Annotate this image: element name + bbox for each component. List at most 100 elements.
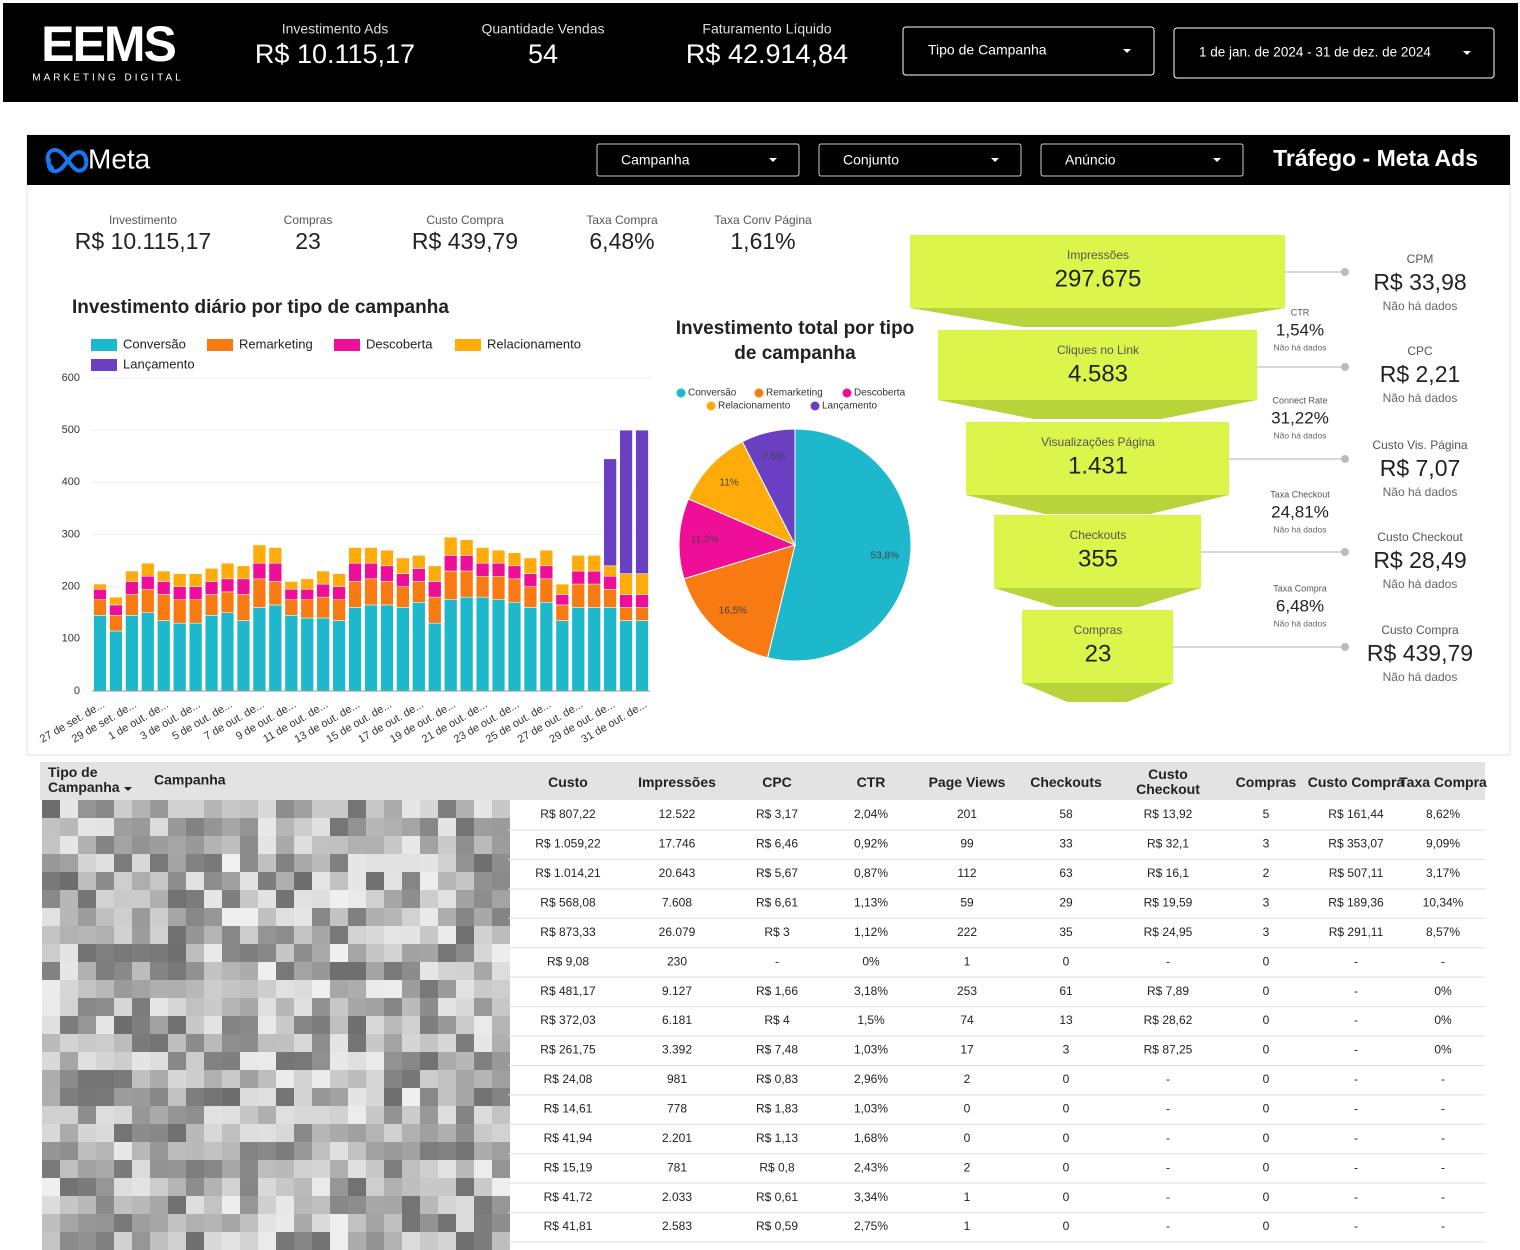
logo: EEMS (41, 16, 175, 72)
logo-subtitle: MARKETING DIGITAL (32, 73, 183, 84)
blurred-cell (222, 1106, 240, 1124)
blurred-cell (222, 1214, 240, 1232)
table-cell: 12.522 (659, 807, 696, 821)
cost-label: Custo Checkout (1377, 530, 1463, 544)
pie-slice (687, 440, 797, 547)
blurred-cell (402, 962, 420, 980)
table-cell: - (1354, 954, 1358, 968)
blurred-cell (42, 1160, 60, 1178)
table-cell: 112 (957, 866, 976, 880)
panel-filter[interactable] (1040, 143, 1244, 177)
blurred-cell (42, 818, 60, 836)
blurred-cell (186, 1214, 204, 1232)
blurred-cell (402, 872, 420, 890)
blurred-cell (186, 1034, 204, 1052)
blurred-cell (420, 854, 438, 872)
table-cell: 7.608 (662, 895, 692, 909)
blurred-cell (240, 1088, 258, 1106)
bar-segment (475, 596, 490, 692)
blurred-cell (276, 926, 294, 944)
funnel-stage-value: 1.431 (1068, 452, 1128, 479)
bar-segment (635, 620, 649, 692)
table-cell: R$ 41,81 (544, 1219, 593, 1233)
pie-slice (683, 544, 796, 659)
blurred-cell (438, 872, 456, 890)
cost-note: Não há dados (1383, 485, 1458, 499)
table-cell: 1,12% (854, 925, 888, 939)
blurred-cell (96, 872, 114, 890)
blurred-cell (222, 800, 240, 818)
blurred-cell (240, 1034, 258, 1052)
blurred-cell (132, 1232, 150, 1250)
blurred-cell (186, 872, 204, 890)
table-cell: - (1354, 1160, 1358, 1174)
bar-segment (204, 581, 219, 595)
blurred-cell (240, 800, 258, 818)
header-filter[interactable] (902, 26, 1155, 76)
blurred-cell (132, 1124, 150, 1142)
blurred-cell (456, 1016, 474, 1034)
blurred-cell (366, 1052, 384, 1070)
bar-segment (444, 599, 458, 692)
blurred-cell (384, 818, 402, 836)
table-cell: 33 (1059, 837, 1073, 851)
blurred-cell (78, 1142, 96, 1160)
blurred-cell (240, 1052, 258, 1070)
blurred-cell (492, 872, 510, 890)
blurred-cell (330, 980, 348, 998)
header-filter[interactable] (1173, 27, 1495, 79)
table-cell: 0 (1063, 1219, 1070, 1233)
legend-label: Relacionamento (718, 401, 791, 412)
bar-segment (396, 557, 410, 574)
blurred-cell (402, 1052, 420, 1070)
blurred-cell (78, 962, 96, 980)
blurred-cell (132, 998, 150, 1016)
bar-segment (316, 570, 330, 585)
blurred-cell (114, 962, 132, 980)
blurred-cell (42, 1088, 60, 1106)
y-tick-label: 400 (62, 476, 80, 488)
blurred-cell (402, 854, 420, 872)
blurred-cell (294, 926, 312, 944)
blurred-cell (492, 818, 510, 836)
panel-filter[interactable] (818, 143, 1022, 177)
table-cell: 0 (1063, 1160, 1070, 1174)
blurred-cell (492, 1052, 510, 1070)
funnel-stage (938, 330, 1257, 400)
blurred-cell (132, 1034, 150, 1052)
legend-swatch (810, 401, 820, 411)
blurred-cell (150, 926, 168, 944)
table-cell: 1,03% (854, 1043, 888, 1057)
blurred-cell (42, 1052, 60, 1070)
legend-swatch (842, 388, 852, 398)
blurred-cell (492, 998, 510, 1016)
blurred-cell (42, 1196, 60, 1214)
blurred-cell (60, 980, 78, 998)
blurred-cell (78, 944, 96, 962)
panel-filter[interactable] (596, 143, 800, 177)
blurred-cell (240, 1160, 258, 1178)
blurred-cell (474, 890, 492, 908)
blurred-cell (366, 1232, 384, 1250)
blurred-cell (114, 1106, 132, 1124)
blurred-cell (42, 1034, 60, 1052)
table-cell: 3,34% (854, 1190, 888, 1204)
blurred-cell (402, 980, 420, 998)
blurred-cell (42, 1178, 60, 1196)
blurred-cell (168, 1232, 186, 1250)
bar-segment (428, 622, 442, 692)
y-tick-label: 500 (62, 424, 80, 436)
blurred-cell (150, 1052, 168, 1070)
blurred-cell (168, 1052, 186, 1070)
table-cell: - (1354, 1131, 1358, 1145)
table-cell: R$ 1.014,21 (535, 866, 601, 880)
blurred-cell (456, 1070, 474, 1088)
blurred-cell (240, 980, 258, 998)
bar-segment (173, 573, 187, 587)
blurred-cell (384, 800, 402, 818)
bar-segment (204, 568, 219, 582)
blurred-cell (420, 836, 438, 854)
blurred-cell (366, 962, 384, 980)
table-cell: 58 (1059, 807, 1073, 821)
table-cell: 2 (964, 1160, 971, 1174)
